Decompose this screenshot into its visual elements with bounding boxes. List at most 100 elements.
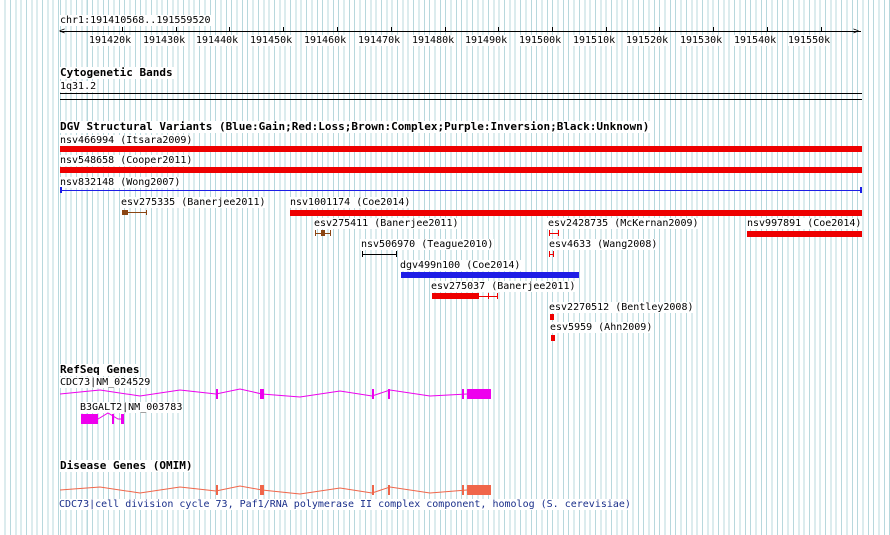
ruler-tick (337, 27, 338, 32)
exon-block (216, 485, 218, 495)
ruler-tick-label: 191520k (626, 35, 669, 46)
exon-block (467, 485, 491, 495)
ruler-right-arrow: > (853, 26, 860, 37)
cytoband-bottom-line (60, 99, 862, 100)
exon-block (216, 389, 218, 399)
variant-end-cap (396, 251, 397, 257)
variant-bar-loss[interactable] (550, 314, 554, 320)
variant-end-cap (488, 293, 489, 299)
exon-block (121, 414, 124, 424)
cytoband-label: 1q31.2 (59, 81, 98, 92)
cytoband-top-line (60, 93, 862, 94)
variant-bar-loss[interactable] (60, 167, 862, 173)
exon-block (260, 485, 264, 495)
exon-block (372, 389, 374, 399)
dgv-track-title[interactable]: DGV Structural Variants (Blue:Gain;Red:L… (59, 120, 651, 133)
ruler-tick (229, 27, 230, 32)
variant-end-cap (146, 210, 147, 215)
position-label: chr1:191410568..191559520 (59, 15, 212, 26)
variant-end-cap (60, 187, 62, 193)
ruler-tick (176, 27, 177, 32)
cytoband-track-title[interactable]: Cytogenetic Bands (59, 66, 174, 79)
ruler-tick (122, 27, 123, 32)
variant-end-cap (558, 230, 559, 236)
variant-label[interactable]: nsv506970 (Teague2010) (360, 239, 495, 250)
omim-track-title[interactable]: Disease Genes (OMIM) (59, 459, 194, 472)
ruler-tick (552, 27, 553, 32)
gene-label[interactable]: B3GALT2|NM_003783 (79, 402, 184, 413)
gene-label[interactable]: CDC73|NM_024529 (59, 377, 152, 388)
variant-line-complex[interactable] (128, 212, 146, 213)
variant-end-cap (860, 187, 862, 193)
variant-bar-gain[interactable] (401, 272, 579, 278)
variant-label[interactable]: dgv499n100 (Coe2014) (399, 260, 522, 271)
exon-block (112, 414, 114, 424)
variant-label[interactable]: esv275037 (Banerjee2011) (430, 281, 577, 292)
ruler-tick (713, 27, 714, 32)
variant-bar-complex[interactable] (122, 210, 128, 215)
variant-bar-loss[interactable] (60, 146, 862, 152)
ruler-tick (498, 27, 499, 32)
variant-label[interactable]: nsv1001174 (Coe2014) (289, 197, 412, 208)
ruler-tick (445, 27, 446, 32)
variant-label[interactable]: esv5959 (Ahn2009) (549, 322, 654, 333)
ruler-tick (606, 27, 607, 32)
variant-label[interactable]: esv275411 (Banerjee2011) (313, 218, 460, 229)
variant-bar-loss[interactable] (290, 210, 862, 216)
ruler-tick-label: 191430k (143, 35, 186, 46)
exon-block (462, 485, 464, 495)
ruler-tick-label: 191550k (788, 35, 831, 46)
ruler-tick-label: 191490k (465, 35, 508, 46)
ruler-tick-label: 191510k (573, 35, 616, 46)
variant-label[interactable]: esv275335 (Banerjee2011) (120, 197, 267, 208)
exon-block (260, 389, 264, 399)
variant-end-cap (497, 293, 498, 299)
ruler-tick (283, 27, 284, 32)
ruler-tick-label: 191500k (519, 35, 562, 46)
omim-gene-description[interactable]: CDC73|cell division cycle 73, Paf1/RNA p… (59, 499, 631, 510)
variant-label[interactable]: nsv997891 (Coe2014) (746, 218, 863, 229)
exon-block (467, 389, 491, 399)
ruler-tick-label: 191540k (734, 35, 777, 46)
variant-bar-complex (321, 230, 325, 236)
variant-line-loss[interactable] (549, 233, 559, 234)
ruler-tick-label: 191530k (680, 35, 723, 46)
variant-label[interactable]: nsv466994 (Itsara2009) (59, 135, 194, 146)
ruler-tick (821, 27, 822, 32)
ruler-left-arrow: < (59, 26, 66, 37)
ruler-tick-label: 191460k (304, 35, 347, 46)
exon-block (81, 414, 98, 424)
refseq-track-title[interactable]: RefSeq Genes (59, 363, 141, 376)
variant-end-cap (315, 230, 316, 236)
variant-end-cap (362, 251, 363, 257)
ruler-tick-label: 191440k (196, 35, 239, 46)
exon-block (388, 485, 390, 495)
variant-line-loss[interactable] (549, 254, 554, 255)
variant-label[interactable]: esv2428735 (McKernan2009) (547, 218, 700, 229)
exon-block (462, 389, 464, 399)
ruler-tick (767, 27, 768, 32)
ruler-tick-label: 191450k (250, 35, 293, 46)
exon-block (388, 389, 390, 399)
ruler-tick (659, 27, 660, 32)
variant-bar-loss[interactable] (747, 231, 862, 237)
variant-line-unknown[interactable] (362, 254, 397, 255)
ruler-tick-label: 191480k (412, 35, 455, 46)
exon-block (372, 485, 374, 495)
variant-end-cap (330, 230, 331, 236)
variant-label[interactable]: esv2270512 (Bentley2008) (548, 302, 695, 313)
ruler-axis (60, 31, 861, 32)
variant-label[interactable]: nsv832148 (Wong2007) (59, 177, 182, 188)
variant-label[interactable]: nsv548658 (Cooper2011) (59, 155, 194, 166)
variant-label[interactable]: esv4633 (Wang2008) (548, 239, 659, 250)
variant-end-cap (549, 230, 550, 236)
variant-line-gain[interactable] (60, 190, 862, 191)
variant-bar-loss[interactable] (432, 293, 479, 299)
ruler-tick (391, 27, 392, 32)
ruler-tick-label: 191420k (89, 35, 132, 46)
variant-bar-loss[interactable] (551, 335, 555, 341)
ruler-tick-label: 191470k (358, 35, 401, 46)
